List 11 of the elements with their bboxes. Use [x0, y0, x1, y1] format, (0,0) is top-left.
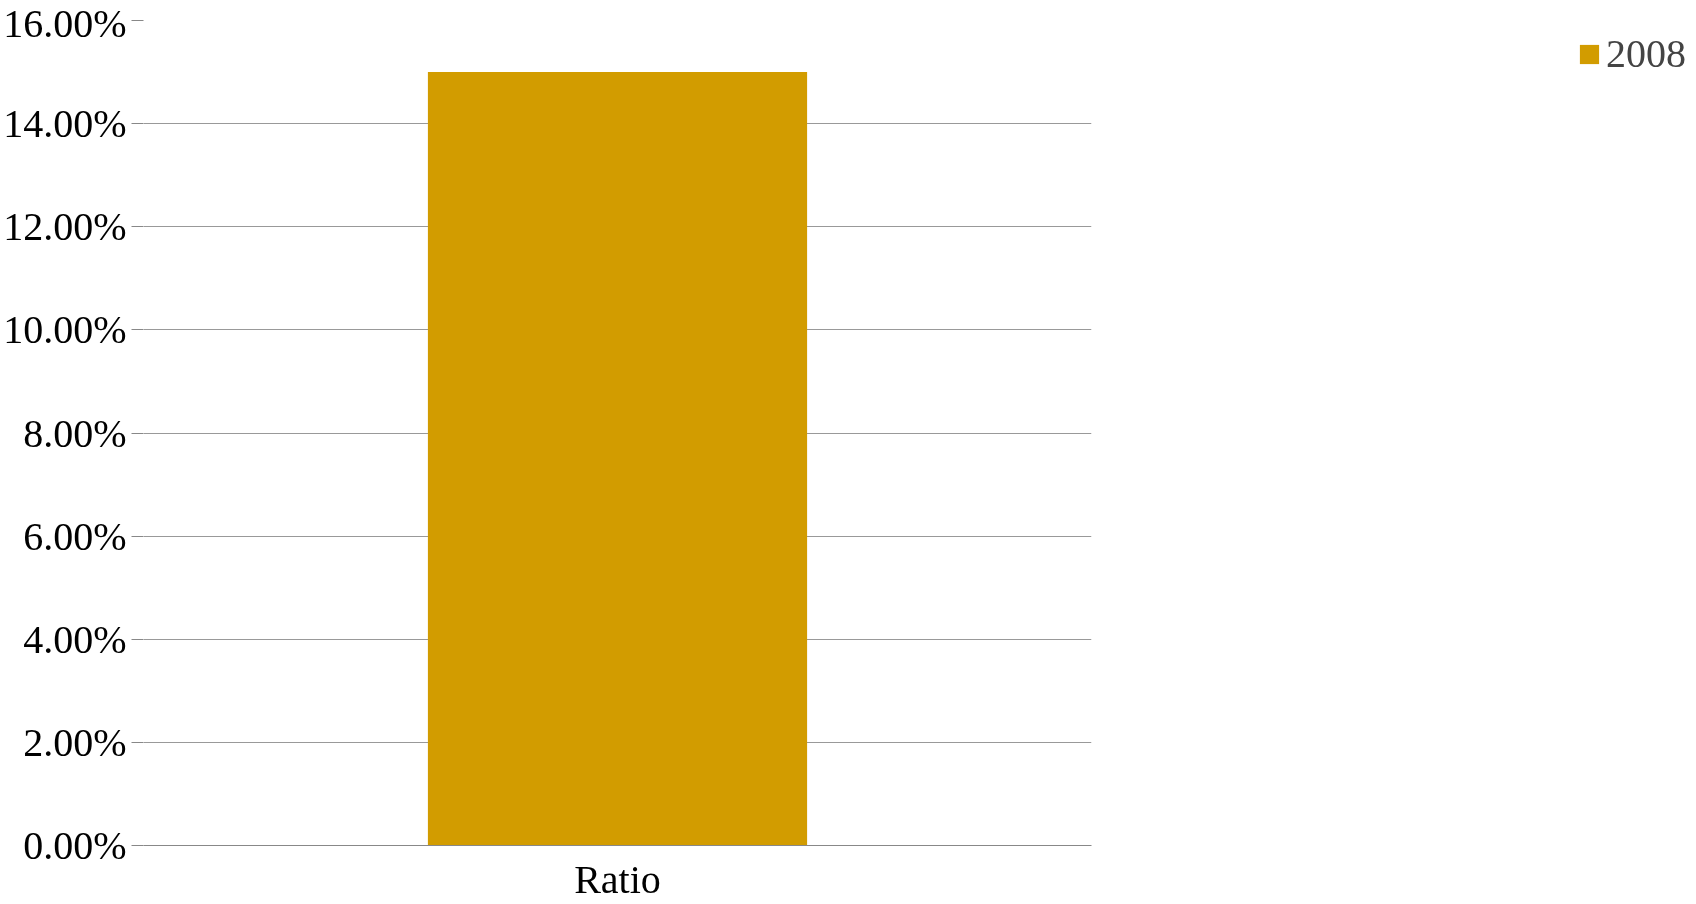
y-tick-label: 8.00%: [23, 410, 127, 456]
y-tick-label: 16.00%: [3, 0, 127, 46]
y-tick-label: 4.00%: [23, 616, 127, 662]
y-tick-label: 0.00%: [23, 823, 127, 868]
y-tick-label: 14.00%: [3, 101, 127, 147]
legend-label: 2008: [1606, 30, 1686, 77]
y-tick-label: 12.00%: [3, 204, 127, 250]
y-tick-label: 6.00%: [23, 513, 127, 559]
y-tick-label: 10.00%: [3, 307, 127, 353]
x-tick-label: Ratio: [574, 856, 661, 902]
y-tick-label: 2.00%: [23, 719, 127, 765]
